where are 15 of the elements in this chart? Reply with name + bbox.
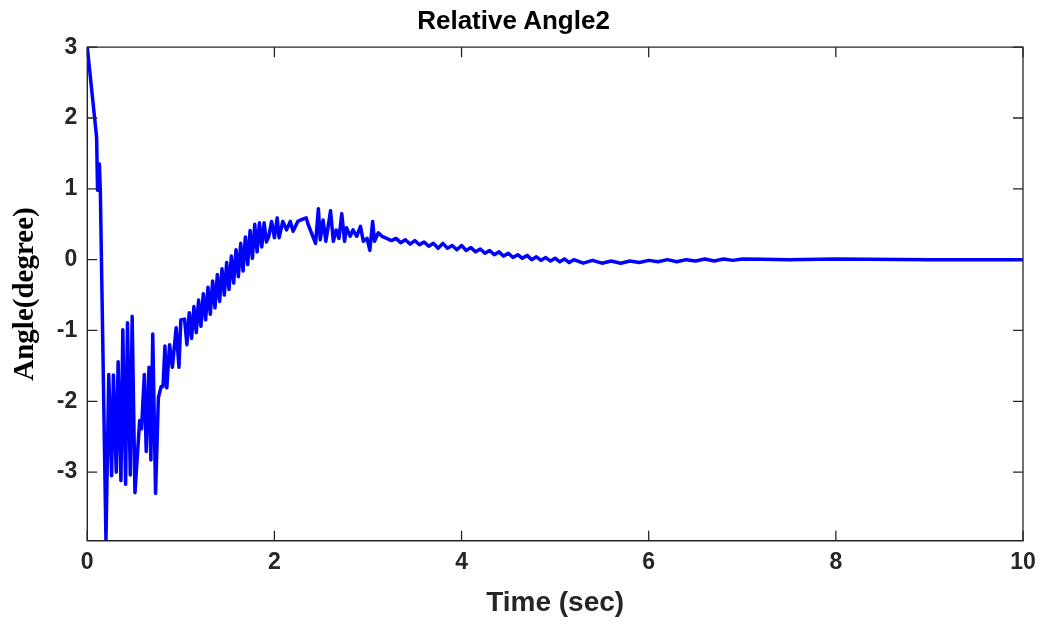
y-tick-label: 3	[64, 32, 78, 59]
y-tick-label: 0	[64, 245, 78, 271]
x-tick-label: 8	[829, 547, 843, 574]
y-tick-label: -1	[56, 315, 78, 342]
x-tick-label: 10	[1010, 547, 1036, 574]
x-axis-title: Time (sec)	[486, 585, 625, 617]
y-tick-label: 2	[64, 103, 78, 130]
y-tick-label: 1	[64, 174, 78, 201]
x-tick-label: 6	[642, 547, 656, 574]
y-axis-title: Angle(degree)	[6, 207, 40, 381]
x-tick-label: 2	[268, 547, 281, 574]
y-tick-label: -3	[56, 457, 78, 484]
y-tick-label: -2	[56, 386, 78, 413]
x-tick-label: 4	[455, 547, 469, 574]
chart-title: Relative Angle2	[417, 4, 610, 35]
